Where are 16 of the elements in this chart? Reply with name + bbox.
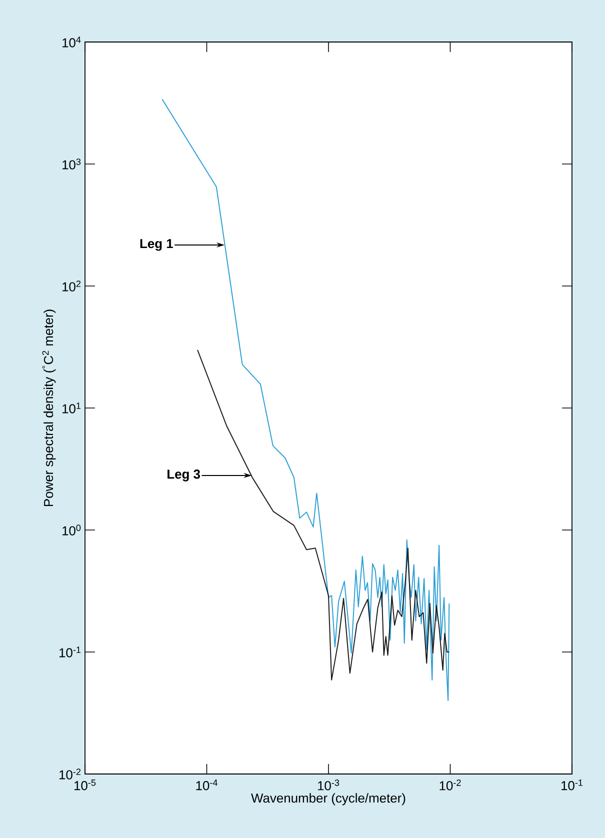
x-tick-label: 10$^{-3}$ [318,780,340,790]
x-tick-label: 10$^{-2}$ [440,780,461,790]
y-tick-label: 10$^{-2}$ [59,768,81,780]
annotation: Leg 3 [168,470,200,482]
y-tick-label: 10$^{4}$ [62,36,81,48]
y-axis-title: Power spectral density ($^{°}$C$^{2}$ meter) [42,310,56,506]
y-tick-label: 10$^{3}$ [62,158,81,170]
x-axis-title: Wavenumber (cycle/meter) [251,793,406,806]
x-tick-label: 10$^{-5}$ [74,780,96,790]
y-tick-label: 10$^{-1}$ [59,646,81,658]
x-tick-label: 10$^{-1}$ [561,780,583,790]
y-tick-label: 10$^{0}$ [62,524,81,536]
y-tick-label: 10$^{2}$ [62,280,81,292]
annotation: Leg 1 [140,239,173,251]
x-tick-label: 10$^{-4}$ [196,780,218,790]
y-tick-label: 10$^{1}$ [62,402,81,414]
